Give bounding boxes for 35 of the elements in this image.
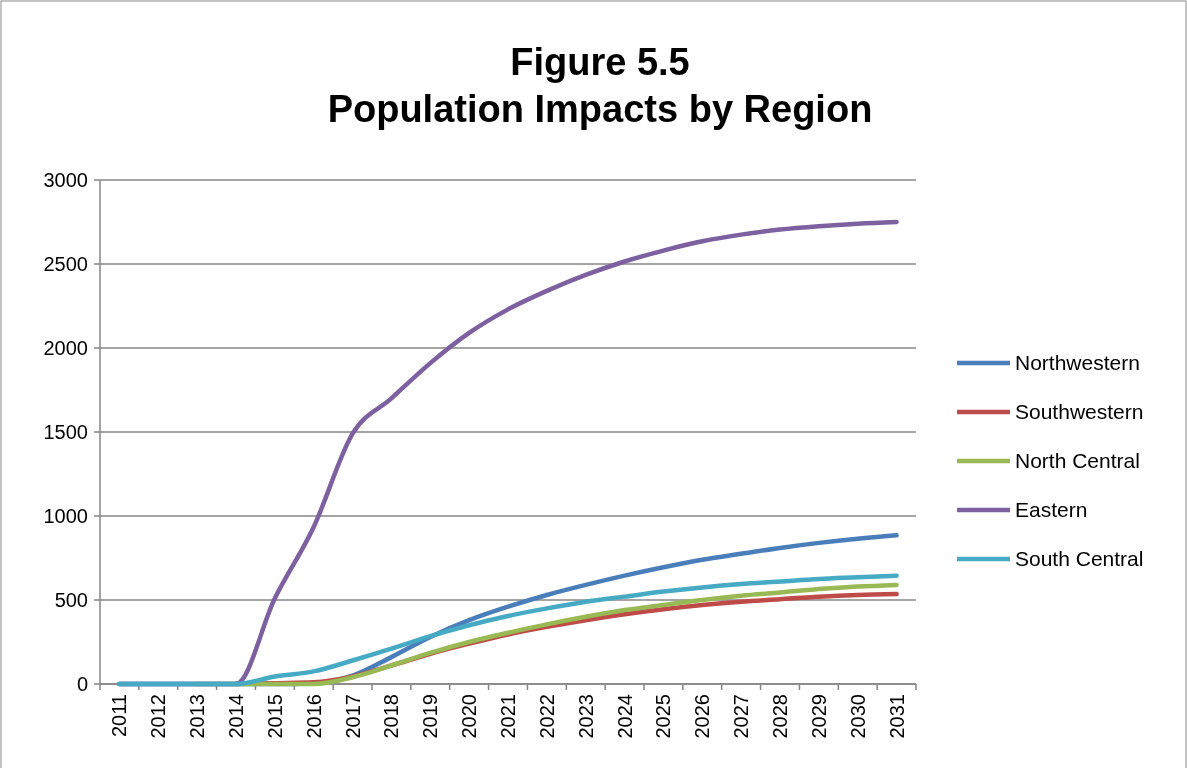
x-tick-label: 2024 (613, 694, 636, 739)
y-tick-label: 1500 (43, 421, 88, 443)
legend-label: North Central (1015, 449, 1140, 473)
x-tick-label: 2013 (186, 694, 209, 739)
y-tick-label: 2500 (43, 253, 88, 275)
x-tick-label: 2020 (458, 694, 481, 739)
y-tick-label: 500 (54, 589, 88, 611)
x-tick-label: 2012 (147, 694, 170, 739)
legend-label: Southwestern (1015, 400, 1144, 424)
legend-label: Northwestern (1015, 351, 1140, 375)
x-tick-label: 2023 (574, 694, 597, 739)
x-tick-label: 2011 (108, 694, 131, 738)
y-tick-label: 1000 (43, 505, 88, 527)
legend-label: South Central (1015, 547, 1144, 571)
x-tick-label: 2031 (885, 694, 908, 739)
x-tick-label: 2018 (380, 694, 403, 739)
x-tick-label: 2027 (730, 694, 753, 739)
legend-label: Eastern (1015, 498, 1088, 522)
y-tick-label: 3000 (43, 169, 88, 191)
x-tick-label: 2022 (535, 694, 558, 739)
x-tick-label: 2029 (807, 694, 830, 739)
x-tick-label: 2015 (263, 694, 286, 739)
y-tick-label: 0 (76, 673, 88, 695)
x-tick-label: 2016 (302, 694, 325, 739)
x-tick-label: 2026 (691, 694, 714, 739)
x-tick-label: 2028 (769, 694, 791, 739)
x-tick-label: 2021 (497, 694, 519, 739)
x-tick-label: 2014 (225, 694, 247, 739)
x-tick-label: 2017 (341, 694, 364, 739)
x-tick-label: 2019 (419, 694, 442, 739)
x-tick-label: 2025 (652, 694, 675, 739)
line-series (117, 573, 899, 687)
chart-title: Figure 5.5 Population Impacts by Region (327, 41, 873, 130)
x-tick-label: 2030 (846, 694, 869, 739)
y-tick-label: 2000 (43, 337, 88, 359)
